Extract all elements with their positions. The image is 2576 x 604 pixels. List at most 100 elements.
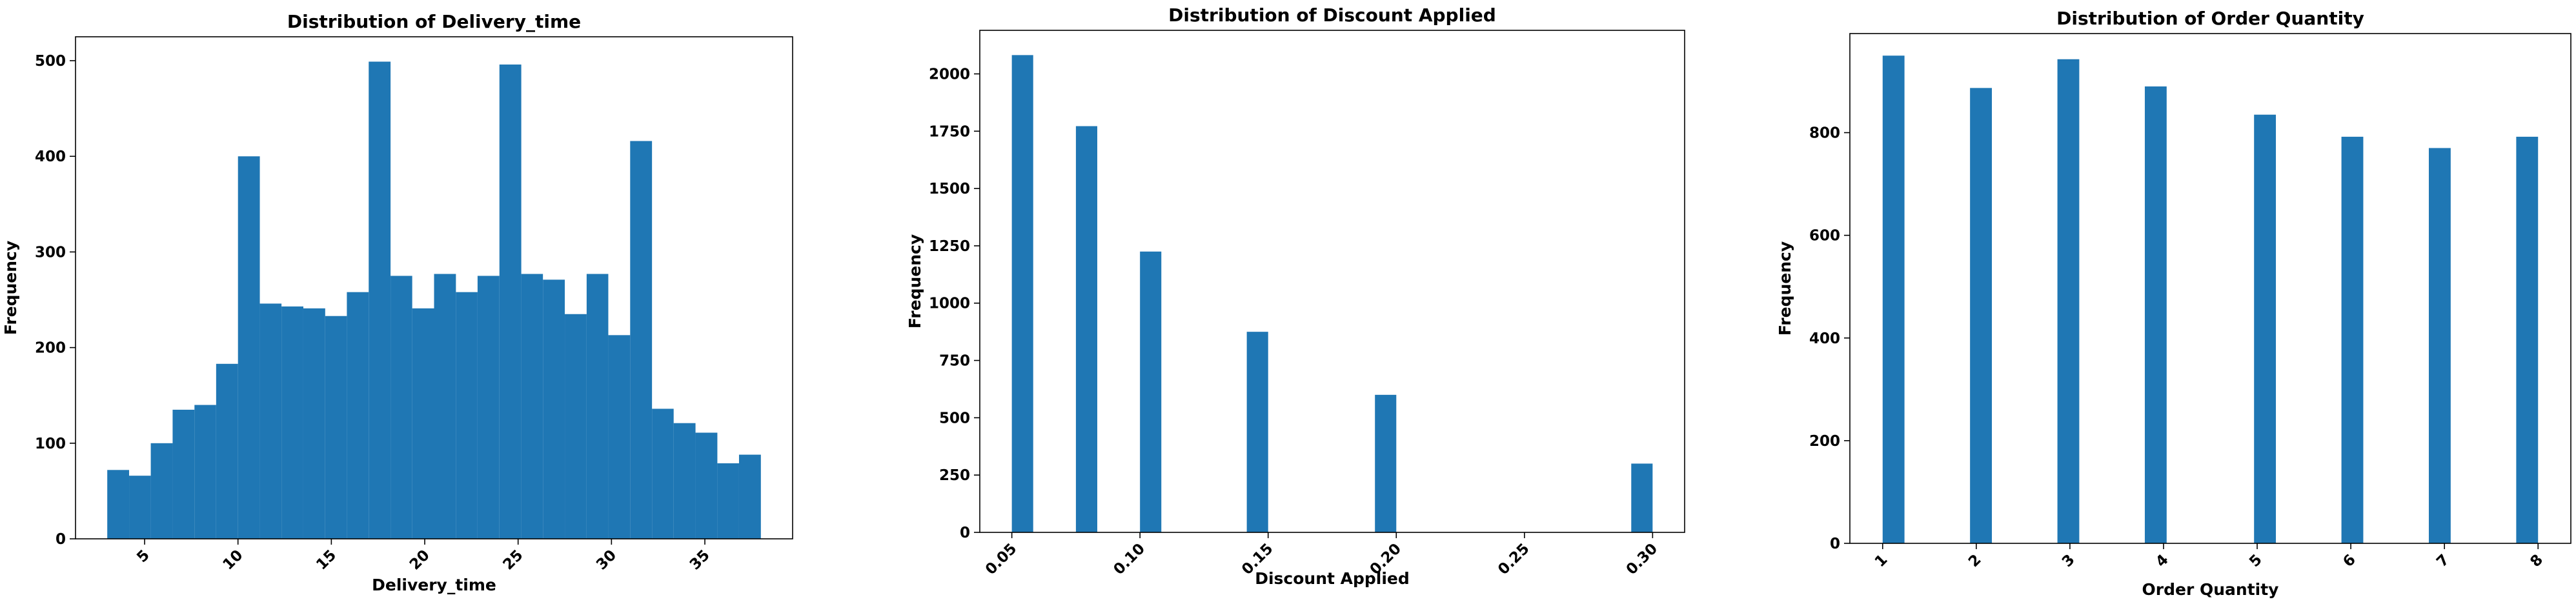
x-tick-label: 25 — [500, 547, 527, 573]
y-tick-label: 1750 — [929, 123, 970, 140]
bar — [390, 276, 412, 539]
y-tick-label: 500 — [939, 410, 970, 427]
x-tick-label: 30 — [593, 547, 620, 573]
bar — [608, 335, 631, 539]
x-tick-label: 0.10 — [1111, 540, 1149, 578]
x-tick-label: 0.05 — [982, 540, 1020, 578]
bar — [2057, 59, 2080, 543]
bar — [521, 274, 543, 539]
bar — [1375, 394, 1397, 532]
y-tick-label: 0 — [960, 525, 970, 541]
bar — [1075, 126, 1097, 533]
bar — [347, 292, 369, 539]
y-tick-label: 0 — [56, 531, 66, 548]
x-tick-label: 10 — [220, 547, 247, 573]
bar — [477, 276, 500, 539]
x-tick-label: 4 — [2153, 551, 2172, 570]
y-tick-label: 0 — [1830, 536, 1840, 552]
y-tick-label: 600 — [1809, 228, 1840, 245]
x-axis-label: Discount Applied — [1255, 569, 1410, 588]
plot-frame — [75, 36, 793, 539]
x-axis-label: Order Quantity — [2142, 580, 2279, 599]
y-tick-label: 1500 — [929, 181, 970, 197]
bar — [2428, 148, 2451, 543]
bar — [738, 454, 761, 539]
y-tick-label: 750 — [939, 353, 970, 370]
y-axis-label: Frequency — [906, 234, 924, 328]
x-tick-label: 5 — [134, 547, 153, 566]
x-tick-label: 1 — [1872, 551, 1891, 570]
x-tick-label: 35 — [687, 547, 713, 573]
bar — [172, 409, 195, 539]
bar — [565, 314, 587, 539]
bars — [107, 61, 761, 539]
x-tick-label: 5 — [2246, 551, 2266, 570]
y-tick-label: 250 — [939, 467, 970, 484]
y-tick-label: 400 — [1809, 330, 1840, 347]
y-tick-label: 500 — [35, 53, 66, 70]
x-tick-label: 15 — [313, 547, 340, 573]
x-tick-label: 20 — [407, 547, 433, 573]
chart-2: 0 250 500 750 1000 1250 1500 1750 2000 0.05 0.10 0.… — [906, 5, 1685, 588]
x-tick-label: 0.25 — [1495, 540, 1533, 578]
bar — [434, 274, 456, 539]
bar — [129, 476, 151, 539]
bar — [369, 61, 391, 539]
bar — [630, 141, 653, 539]
x-tick-label: 6 — [2340, 551, 2359, 570]
bar — [2144, 86, 2167, 543]
y-axis-label: Frequency — [1, 241, 20, 335]
y-tick-label: 1250 — [929, 238, 970, 255]
bar — [259, 303, 282, 539]
bar — [2341, 136, 2364, 543]
bar — [586, 274, 609, 539]
y-tick-label: 200 — [35, 340, 66, 357]
chart-1: 0 100 200 300 400 500 5 10 15 20 25 30 35 Distributio… — [1, 11, 793, 594]
y-tick-label: 400 — [35, 148, 66, 165]
bar — [456, 292, 478, 539]
y-tick-label: 100 — [35, 436, 66, 452]
bars — [1011, 55, 1653, 533]
x-tick-label: 3 — [2059, 551, 2078, 570]
bar — [1246, 332, 1268, 532]
plot-frame — [1849, 33, 2571, 544]
bar — [303, 308, 325, 539]
bar — [695, 432, 718, 539]
bar — [1882, 55, 1905, 543]
bar — [150, 443, 173, 539]
plot-frame — [979, 30, 1685, 533]
chart-3: 0 200 400 600 800 1 2 3 4 5 6 7 8 Distribution of Ord… — [1776, 8, 2571, 599]
bar — [499, 64, 522, 539]
y-tick-label: 800 — [1809, 125, 1840, 142]
bar — [1140, 251, 1162, 532]
chart-title: Distribution of Delivery_time — [287, 11, 581, 32]
x-tick-label: 2 — [1965, 551, 1985, 570]
y-tick-label: 300 — [35, 244, 66, 261]
bar — [412, 308, 434, 539]
bar — [325, 316, 347, 539]
chart-title: Distribution of Order Quantity — [2056, 8, 2364, 29]
bars — [1882, 55, 2539, 543]
bar — [652, 408, 674, 539]
bar — [1970, 88, 1993, 543]
bar — [543, 279, 565, 539]
x-tick-label: 7 — [2433, 551, 2453, 570]
bar — [717, 463, 739, 539]
bar — [281, 306, 303, 539]
bar — [673, 423, 696, 539]
bar — [2516, 136, 2539, 543]
y-tick-label: 200 — [1809, 433, 1840, 450]
x-tick-label: 8 — [2527, 551, 2546, 570]
bar — [1011, 55, 1033, 533]
bar — [194, 405, 216, 539]
bar — [216, 363, 238, 539]
bar — [107, 470, 130, 539]
y-tick-label: 1000 — [929, 296, 970, 312]
chart-title: Distribution of Discount Applied — [1168, 5, 1496, 26]
x-tick-label: 0.30 — [1623, 540, 1661, 578]
bar — [2254, 114, 2277, 543]
y-tick-label: 2000 — [929, 66, 970, 83]
x-axis-label: Delivery_time — [372, 576, 496, 594]
